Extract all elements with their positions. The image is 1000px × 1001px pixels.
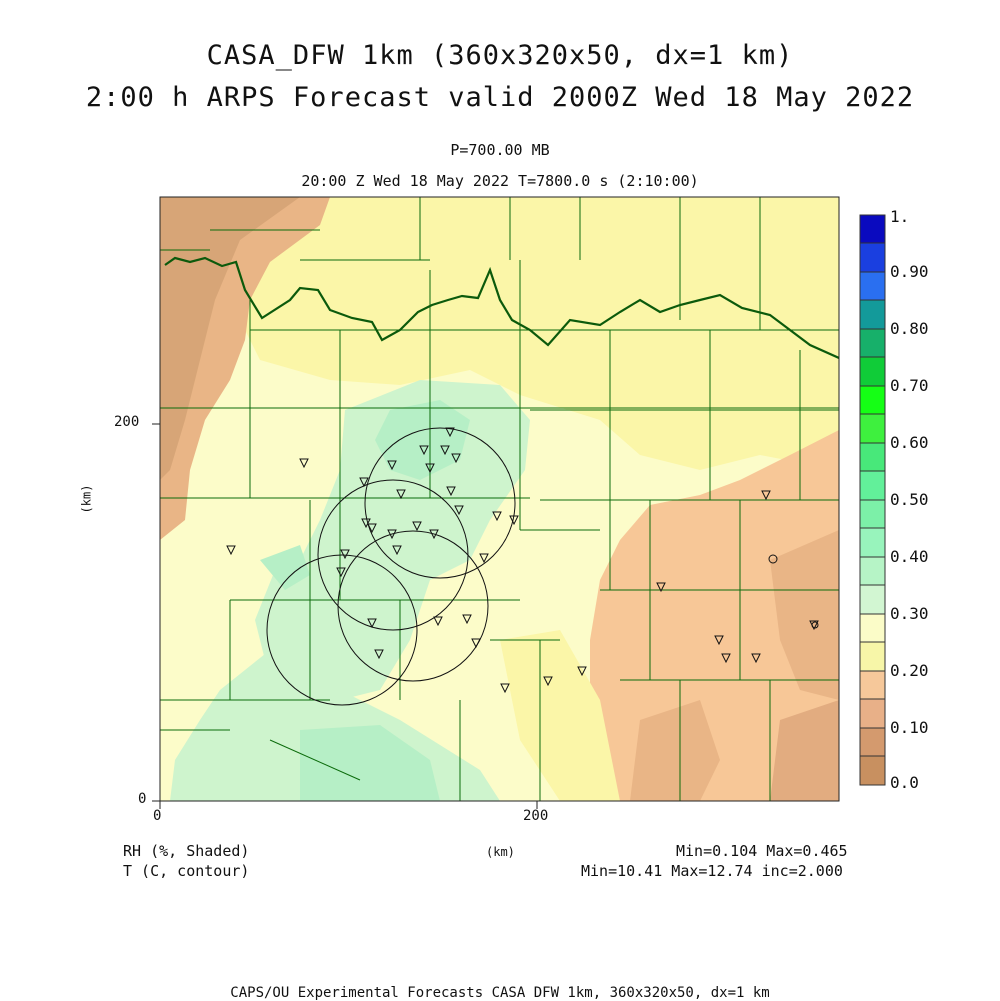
- colorbar-label: 0.10: [890, 718, 929, 737]
- pressure-level-label: P=700.00 MB: [450, 141, 550, 159]
- y-tick-label-200: 200: [114, 414, 140, 430]
- colorbar-label: 0.40: [890, 547, 929, 566]
- footer-credit: CAPS/OU Experimental Forecasts CASA DFW …: [230, 985, 770, 1001]
- colorbar-label: 0.70: [890, 376, 929, 395]
- figure-title-line-1: CASA_DFW 1km (360x320x50, dx=1 km): [206, 40, 794, 71]
- valid-time-label: 20:00 Z Wed 18 May 2022 T=7800.0 s (2:10…: [301, 172, 699, 190]
- plot-frame: [159, 196, 840, 802]
- y-axis-unit: (km): [79, 484, 94, 514]
- shaded-field-label: RH (%, Shaded): [123, 842, 250, 860]
- rh-shaded-field: [160, 197, 839, 801]
- x-tick-label-200: 200: [523, 808, 549, 824]
- x-axis-unit: (km): [486, 845, 515, 859]
- state-border-red-river: [164, 256, 839, 360]
- colorbar-label: 0.90: [890, 262, 929, 281]
- colorbar-label: 0.20: [890, 661, 929, 680]
- colorbar-label: 0.30: [890, 604, 929, 623]
- colorbar-label: 0.60: [890, 433, 929, 452]
- axis-ticks: [152, 423, 538, 809]
- y-tick-label-0: 0: [138, 791, 147, 807]
- colorbar-label: 0.80: [890, 319, 929, 338]
- colorbar-label: 0.0: [890, 773, 919, 792]
- colorbar: [859, 214, 886, 786]
- radar-range-rings: [266, 427, 516, 706]
- contour-field-label: T (C, contour): [123, 862, 250, 880]
- station-markers: [226, 427, 819, 694]
- figure-title-line-2: 2:00 h ARPS Forecast valid 2000Z Wed 18 …: [85, 82, 915, 113]
- contour-field-stats: Min=10.41 Max=12.74 inc=2.000: [581, 862, 843, 880]
- colorbar-label: 1.: [890, 207, 910, 226]
- county-boundaries: [160, 197, 839, 801]
- shaded-field-stats: Min=0.104 Max=0.465: [676, 842, 848, 860]
- x-tick-label-0: 0: [153, 808, 162, 824]
- colorbar-label: 0.50: [890, 490, 929, 509]
